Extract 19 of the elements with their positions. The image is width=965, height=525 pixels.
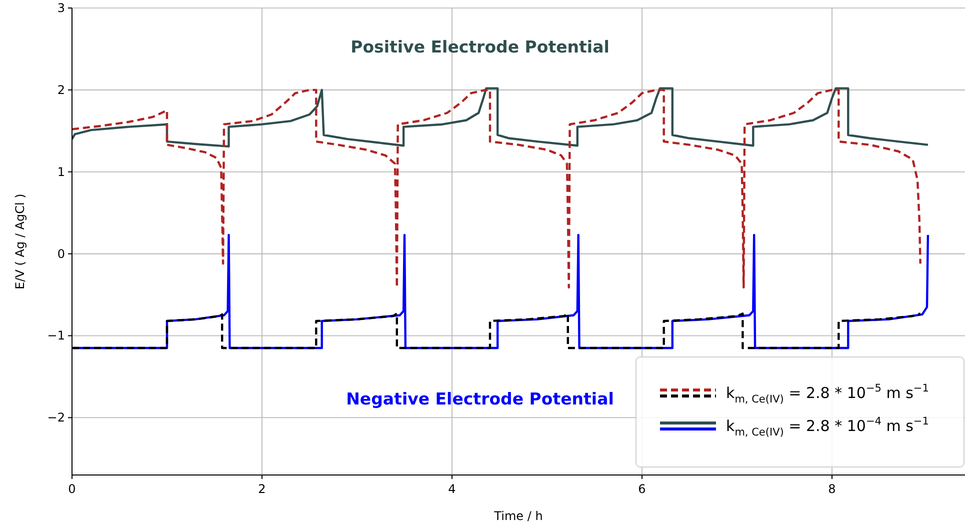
- x-tick-label: 0: [68, 482, 76, 496]
- x-tick-label: 8: [828, 482, 836, 496]
- y-tick-label: −2: [47, 410, 65, 425]
- line-series: [72, 88, 922, 288]
- x-tick-label: 6: [638, 482, 646, 496]
- y-tick-label: 2: [57, 82, 65, 97]
- line-series: [72, 87, 930, 148]
- y-tick-label: 3: [57, 1, 65, 15]
- legend-label: k$_{m, Ce(IV)}$ = 2.8 * 10$^{−4}$ m s$^{−1}$: [726, 415, 929, 438]
- x-tick-label: 2: [258, 482, 266, 496]
- x-tick-label: 4: [448, 482, 456, 496]
- y-tick-label: 0: [57, 246, 65, 261]
- y-axis-title: E/V ( Ag / AgCl ): [13, 194, 27, 290]
- annotation: Positive Electrode Potential: [350, 38, 610, 57]
- x-axis-title: Time / h: [493, 509, 543, 523]
- y-tick-label: 1: [57, 164, 65, 179]
- legend-label: k$_{m, Ce(IV)}$ = 2.8 * 10$^{−5}$ m s$^{−1}$: [726, 382, 929, 406]
- annotation: Negative Electrode Potential: [346, 390, 614, 409]
- y-tick-label: −1: [47, 328, 65, 343]
